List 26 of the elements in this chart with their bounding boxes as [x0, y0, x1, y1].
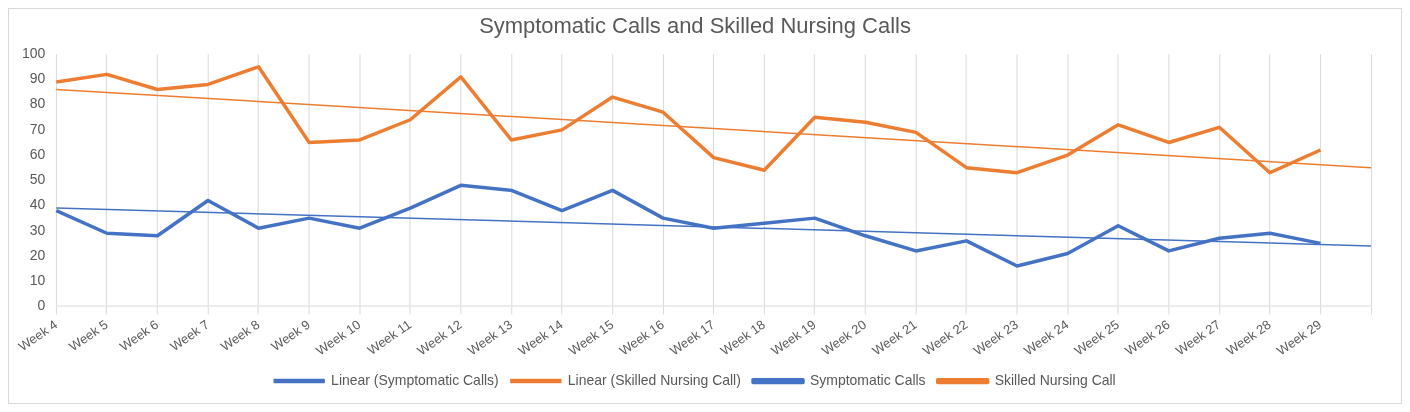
x-tick-label: Week 28 — [1223, 316, 1274, 359]
y-tick-label: 0 — [37, 297, 46, 314]
legend-label: Skilled Nursing Call — [994, 371, 1116, 388]
y-tick-label: 50 — [29, 171, 46, 188]
y-tick-label: 10 — [29, 272, 46, 289]
y-tick-label: 100 — [22, 45, 46, 62]
chart-title: Symptomatic Calls and Skilled Nursing Calls — [479, 13, 911, 39]
x-tick-label: Week 12 — [414, 316, 465, 359]
y-tick-label: 40 — [29, 196, 46, 213]
y-tick-label: 60 — [29, 145, 46, 162]
legend-label: Linear (Skilled Nursing Call) — [567, 371, 741, 388]
x-tick-label: Week 23 — [970, 316, 1021, 359]
y-tick-label: 20 — [29, 246, 46, 263]
y-tick-label: 30 — [29, 221, 46, 238]
x-tick-label: Week 17 — [667, 316, 718, 359]
y-tick-label: 90 — [29, 70, 46, 87]
legend-label: Linear (Symptomatic Calls) — [331, 371, 499, 388]
legend-label: Symptomatic Calls — [809, 371, 926, 388]
x-tick-label: Week 10 — [313, 316, 364, 359]
x-tick-label: Week 19 — [768, 316, 819, 359]
x-tick-label: Week 14 — [515, 316, 566, 359]
x-tick-label: Week 16 — [616, 316, 667, 359]
x-tick-label: Week 21 — [869, 316, 920, 359]
x-tick-label: Week 26 — [1122, 316, 1173, 359]
y-tick-label: 70 — [29, 120, 46, 137]
y-tick-label: 80 — [29, 95, 46, 112]
